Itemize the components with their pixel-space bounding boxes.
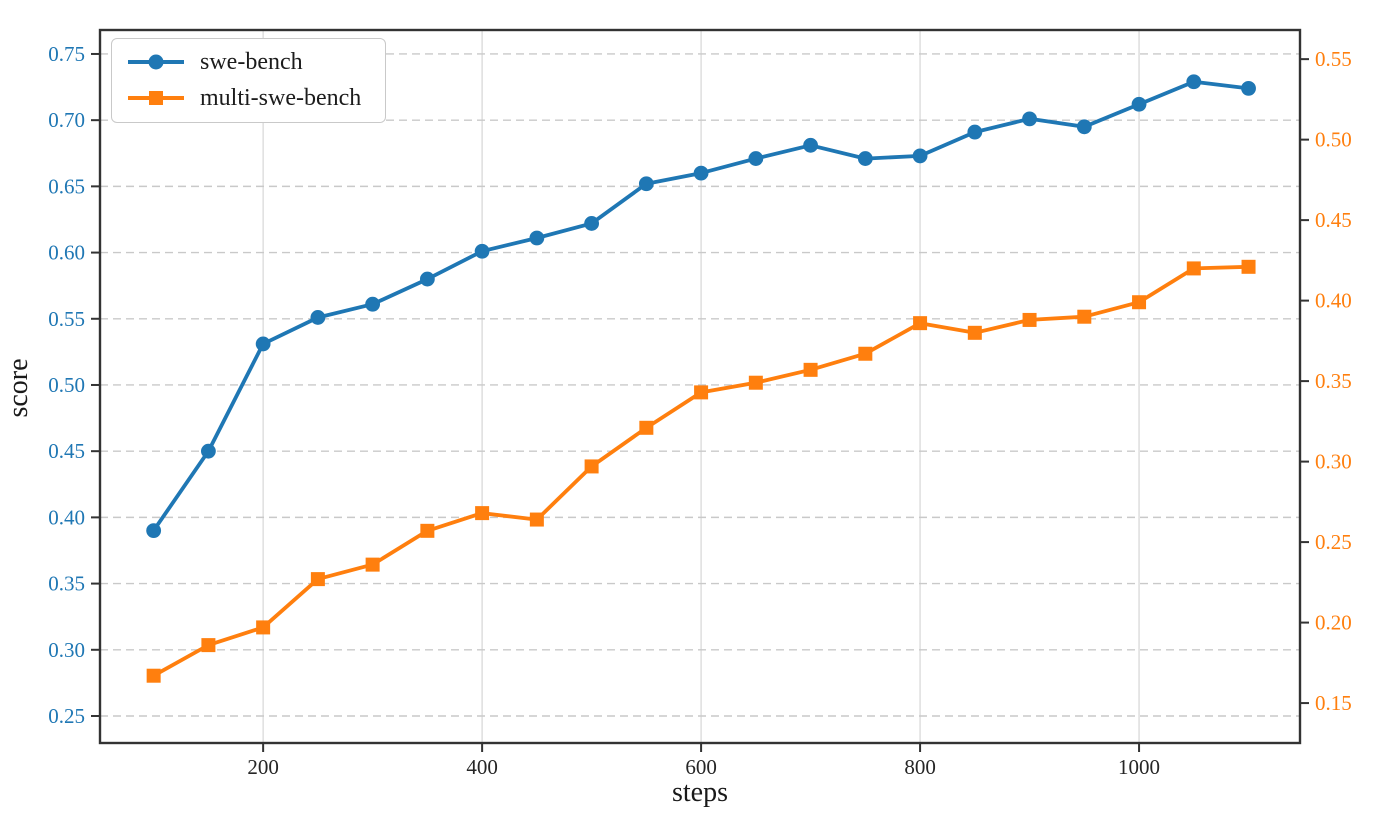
marker-multi-swe-bench — [310, 572, 325, 587]
marker-multi-swe-bench — [1077, 309, 1092, 324]
marker-swe-bench — [365, 296, 381, 312]
marker-swe-bench — [1131, 96, 1147, 112]
legend-item-swe-bench: swe-bench — [127, 48, 361, 77]
marker-multi-swe-bench — [529, 512, 544, 527]
y-tick-label-left: 0.40 — [48, 505, 85, 529]
y-tick-label-right: 0.20 — [1315, 611, 1352, 635]
marker-swe-bench — [1076, 119, 1092, 135]
x-axis-label-steps: steps — [672, 777, 728, 808]
y-tick-label-right: 0.25 — [1315, 530, 1352, 554]
marker-swe-bench — [474, 243, 490, 259]
marker-swe-bench — [146, 523, 162, 539]
marker-multi-swe-bench — [1022, 312, 1037, 327]
marker-swe-bench — [584, 216, 600, 231]
marker-multi-swe-bench — [201, 638, 216, 653]
y-tick-label-right: 0.30 — [1315, 450, 1352, 474]
marker-multi-swe-bench — [1241, 259, 1256, 274]
marker-multi-swe-bench — [256, 620, 271, 635]
x-tick-label: 800 — [904, 755, 936, 779]
marker-swe-bench — [1186, 74, 1202, 90]
legend-label-swe-bench: swe-bench — [200, 49, 303, 75]
marker-swe-bench — [912, 148, 928, 164]
marker-swe-bench — [638, 176, 654, 192]
plot-border — [98, 28, 1302, 745]
marker-multi-swe-bench — [475, 506, 490, 521]
marker-multi-swe-bench — [913, 316, 928, 331]
marker-multi-swe-bench — [365, 557, 380, 572]
y-tick-label-right: 0.35 — [1315, 369, 1352, 393]
marker-swe-bench — [748, 151, 764, 166]
y-tick-label-left: 0.45 — [48, 439, 85, 463]
legend: swe-bench multi-swe-bench — [111, 38, 387, 123]
marker-swe-bench — [857, 151, 873, 166]
y-axis-label-score: score — [3, 358, 34, 417]
marker-multi-swe-bench — [584, 459, 599, 474]
marker-swe-bench — [255, 336, 271, 352]
marker-multi-swe-bench — [858, 346, 873, 361]
marker-multi-swe-bench — [639, 420, 654, 435]
y-tick-label-left: 0.25 — [48, 704, 85, 728]
marker-multi-swe-bench — [146, 668, 161, 683]
x-tick-label: 600 — [685, 755, 717, 779]
marker-swe-bench — [419, 271, 435, 287]
marker-multi-swe-bench — [967, 325, 982, 340]
marker-multi-swe-bench — [748, 375, 763, 390]
marker-multi-swe-bench — [420, 523, 435, 538]
x-tick-label: 1000 — [1118, 755, 1160, 779]
y-tick-label-right: 0.40 — [1315, 289, 1352, 313]
y-tick-label-right: 0.55 — [1315, 47, 1352, 71]
marker-multi-swe-bench — [694, 385, 709, 400]
y-tick-label-left: 0.70 — [48, 108, 85, 132]
marker-swe-bench — [310, 310, 326, 325]
marker-swe-bench — [200, 443, 216, 459]
y-tick-label-right: 0.45 — [1315, 208, 1352, 232]
y-tick-label-left: 0.50 — [48, 373, 85, 397]
y-tick-label-left: 0.75 — [48, 42, 85, 66]
marker-swe-bench — [967, 124, 983, 140]
y-tick-label-right: 0.50 — [1315, 128, 1352, 152]
legend-label-multi-swe-bench: multi-swe-bench — [200, 84, 362, 111]
marker-multi-swe-bench — [1186, 261, 1201, 276]
marker-swe-bench — [1241, 80, 1256, 96]
x-tick-label: 400 — [466, 755, 498, 779]
x-tick-label: 200 — [247, 755, 279, 779]
marker-swe-bench — [693, 165, 709, 181]
marker-swe-bench — [1022, 111, 1037, 127]
y-tick-label-left: 0.65 — [48, 174, 85, 198]
multi-swe-bench-line-marker-icon — [128, 91, 184, 106]
marker-swe-bench — [529, 230, 545, 246]
y-tick-label-left: 0.30 — [48, 638, 85, 662]
y-tick-label-left: 0.35 — [48, 572, 85, 596]
y-tick-label-left: 0.55 — [48, 307, 85, 331]
y-tick-label-right: 0.15 — [1315, 691, 1352, 715]
marker-swe-bench — [803, 137, 818, 153]
marker-multi-swe-bench — [1132, 295, 1147, 310]
plot-area: 200 400 600 800 1000 0.25 0.30 0.35 0.40 0.45 0.50… — [48, 28, 1352, 779]
marker-multi-swe-bench — [803, 362, 818, 377]
y-tick-label-left: 0.60 — [48, 241, 85, 265]
swe-bench-line-marker-icon — [128, 54, 184, 70]
legend-item-multi-swe-bench: multi-swe-bench — [127, 84, 361, 113]
